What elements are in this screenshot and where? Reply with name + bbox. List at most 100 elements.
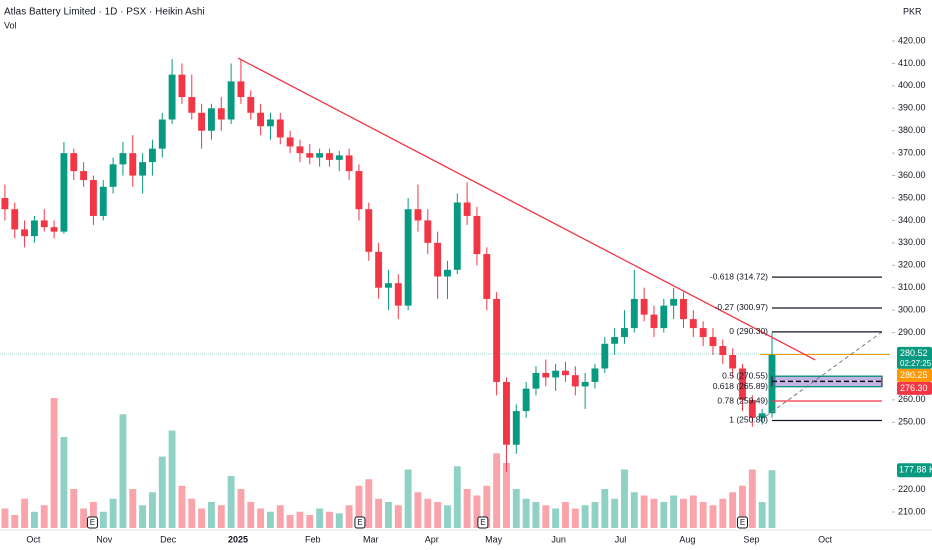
volume-bar <box>237 489 245 528</box>
price-tag-label: 280.25 <box>900 370 928 380</box>
event-marker <box>736 516 748 529</box>
y-tick-label: 400.00 <box>898 80 926 90</box>
chart-title: Atlas Battery Limited · 1D · PSX · Heiki… <box>4 7 205 18</box>
volume-bar <box>109 498 117 528</box>
volume-bar <box>512 489 520 528</box>
candle-body <box>532 372 540 389</box>
candle-body <box>552 370 560 378</box>
candle-body <box>227 81 235 120</box>
volume-bar <box>640 495 648 528</box>
volume-bar <box>158 456 166 528</box>
y-tick-label: 370.00 <box>898 148 926 158</box>
candle-body <box>660 305 668 329</box>
y-tick-label: 260.00 <box>898 394 926 404</box>
candle-body <box>89 180 97 216</box>
candle-body <box>512 411 520 445</box>
volume-bar <box>365 479 373 528</box>
candle-body <box>296 146 304 154</box>
volume-bar <box>99 511 107 528</box>
x-tick-label: Sep <box>743 534 759 544</box>
volume-bar <box>689 495 697 528</box>
x-tick-label: Feb <box>305 534 321 544</box>
volume-bar <box>70 489 78 528</box>
y-tick-label: 220.00 <box>898 484 926 494</box>
volume-bar <box>503 463 510 528</box>
candle-body <box>650 314 658 329</box>
volume-bar <box>40 505 48 528</box>
volume-bar <box>119 414 127 528</box>
volume-bar <box>404 469 412 528</box>
volume-bar <box>758 502 766 528</box>
candle-body <box>404 209 412 306</box>
y-tick-label: 250.00 <box>898 417 926 427</box>
price-tag <box>897 381 932 395</box>
candle-body <box>148 148 156 163</box>
volume-bar <box>326 511 333 528</box>
volume-bar <box>178 485 186 528</box>
candle-body <box>571 375 579 387</box>
volume-bar <box>463 489 471 528</box>
volume-bar <box>680 498 687 528</box>
candle-body <box>453 202 461 270</box>
y-tick-label: 300.00 <box>898 305 926 315</box>
y-tick-label: 360.00 <box>898 170 926 180</box>
fib-label: -0.27 (300.97) <box>715 302 769 312</box>
fib-label: 0.618 (265.89) <box>713 381 768 391</box>
candle-body <box>493 298 501 382</box>
volume-bar <box>286 515 294 528</box>
volume-bar <box>670 495 678 528</box>
y-tick-label: 330.00 <box>898 237 926 247</box>
candle-body <box>522 388 530 412</box>
candle-body <box>207 108 215 131</box>
candle-body <box>276 119 284 138</box>
candle-body <box>473 215 481 255</box>
candle-body <box>217 108 225 120</box>
y-tick-label: 380.00 <box>898 125 926 135</box>
y-tick-label: 390.00 <box>898 103 926 113</box>
candle-body <box>11 209 19 230</box>
volume-legend: Vol <box>4 20 17 30</box>
volume-bar <box>30 511 38 528</box>
volume-bar <box>148 492 156 528</box>
volume-bar <box>719 498 727 528</box>
event-label: E <box>480 518 485 527</box>
candle-body <box>70 153 78 172</box>
y-tick-label: 340.00 <box>898 215 926 225</box>
volume-bar <box>335 513 343 528</box>
candle-body <box>748 399 756 418</box>
x-tick-label: Jul <box>615 534 627 544</box>
candle-body <box>424 220 432 243</box>
candle-body <box>267 119 274 127</box>
volume-bar <box>650 498 658 528</box>
candle-body <box>335 155 343 160</box>
volume-bar <box>483 485 491 528</box>
volume-bar <box>375 498 383 528</box>
volume-bar <box>188 498 196 528</box>
volume-bar <box>621 469 628 528</box>
candle-body <box>365 209 373 252</box>
event-marker <box>86 516 98 529</box>
candle-body <box>689 319 697 329</box>
price-tag-label: 276.30 <box>900 383 928 393</box>
candle-body <box>1 198 9 210</box>
volume-bar <box>276 505 284 528</box>
candle-body <box>591 368 599 382</box>
candle-body <box>503 381 510 445</box>
volume-bar <box>257 508 265 528</box>
volume-bar <box>355 485 363 528</box>
candle-body <box>237 81 245 98</box>
candle-body <box>562 370 569 376</box>
volume-bar <box>198 508 206 528</box>
volume-bar <box>247 502 255 528</box>
volume-bar <box>571 508 579 528</box>
y-tick-label: 290.00 <box>898 327 926 337</box>
x-tick-label: Mar <box>363 534 379 544</box>
candle-body <box>699 328 707 338</box>
volume-bar <box>89 502 97 528</box>
candle-body <box>719 346 727 355</box>
candle-body <box>758 413 766 418</box>
x-tick-label: Aug <box>679 534 695 544</box>
candle-body <box>30 220 38 237</box>
candle-body <box>709 337 717 347</box>
volume-bar <box>139 505 147 528</box>
